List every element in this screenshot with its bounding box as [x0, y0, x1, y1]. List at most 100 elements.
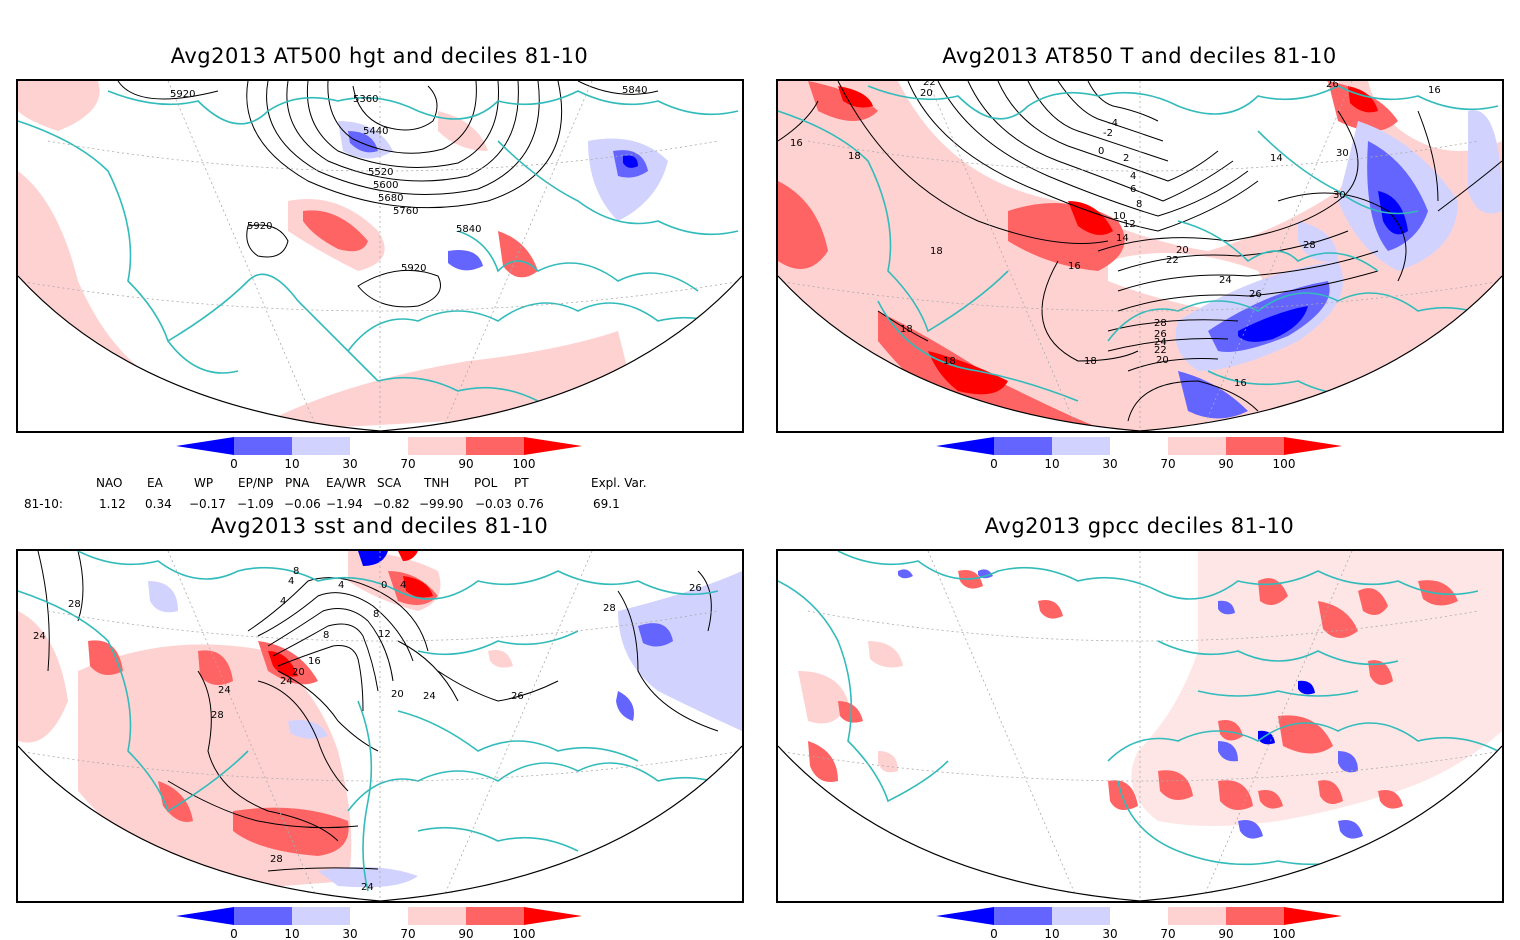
colorbar-swatch	[350, 907, 408, 925]
colorbar-swatch	[524, 437, 582, 455]
contour-label: 24	[218, 685, 231, 696]
contour-label: 5360	[353, 94, 378, 105]
contour-label: 26	[1326, 81, 1339, 90]
map-boundary	[18, 745, 742, 901]
graticule	[167, 81, 319, 431]
coastline	[867, 85, 1499, 120]
contour-label: 5680	[378, 193, 403, 204]
temperature-contour	[1087, 81, 1159, 122]
index-name: PNA	[285, 476, 310, 490]
sst-contour	[167, 780, 359, 829]
temperature-contour	[1041, 260, 1139, 362]
contour-label: 24	[280, 676, 293, 687]
anomaly-shade	[18, 81, 100, 131]
contour-label: 5600	[373, 180, 398, 191]
colorbar-tick-label: 90	[458, 457, 473, 471]
contour-label: 26	[511, 691, 524, 702]
height-contour	[286, 81, 519, 182]
map-boundary	[18, 275, 742, 431]
colorbar-swatch	[292, 437, 350, 455]
anomaly-shade	[1218, 780, 1253, 810]
map-gpcc	[778, 551, 1502, 901]
coastline	[1107, 722, 1499, 762]
colorbar-swatch	[994, 437, 1052, 455]
contour-label: 8	[373, 609, 379, 620]
map-sst: 28 24 8 4 4 0 4 4 8 8 12 16 20 24 28 20 …	[18, 551, 742, 901]
coastline	[837, 551, 1159, 592]
contour-label: 14	[1270, 153, 1283, 164]
contour-label: 28	[1154, 318, 1167, 329]
anomaly-shade	[1468, 110, 1502, 214]
colorbar-t850: 0 10 30 70 90 100	[936, 437, 1342, 471]
index-value: −0.03	[475, 497, 512, 511]
contour-label: 5840	[456, 224, 481, 235]
contour-label: 16	[1428, 85, 1441, 96]
contour-label: 4	[280, 596, 286, 607]
contour-label: 18	[943, 356, 956, 367]
anomaly-shade	[1238, 306, 1308, 342]
coastline	[1197, 690, 1359, 697]
anomaly-shade	[1158, 770, 1193, 800]
contour-label: 4	[338, 580, 344, 591]
anomaly-shade	[638, 623, 673, 647]
coastline	[77, 551, 719, 600]
graticule	[441, 81, 593, 431]
colorbar-swatch	[936, 437, 994, 455]
colorbar-swatch	[292, 907, 350, 925]
index-value: 1.12	[99, 497, 126, 511]
coastline	[778, 580, 949, 803]
sst-contour	[77, 551, 84, 622]
sst-contour	[267, 867, 379, 872]
anomaly-shade	[498, 231, 538, 278]
teleconnection-indices: NAO EA WP EP/NP PNA EA/WR SCA TNH POL PT…	[0, 472, 760, 516]
colorbar-sst: 0 10 30 70 90 100	[176, 907, 582, 940]
contour-label: 28	[211, 710, 224, 721]
anomaly-shade	[1338, 751, 1358, 773]
colorbar-tick-label: 100	[1273, 927, 1296, 940]
temperature-contour	[967, 81, 1234, 202]
anomaly-shade	[1358, 588, 1388, 615]
height-contour	[357, 269, 441, 308]
index-name: WP	[194, 476, 214, 490]
contour-label: -2	[1103, 128, 1113, 139]
index-name: Expl. Var.	[591, 476, 647, 490]
colorbar-swatch	[350, 437, 408, 455]
sst-contour	[257, 592, 414, 662]
panel-title-sst: Avg2013 sst and deciles 81-10	[210, 514, 549, 538]
temperature-contour	[907, 81, 1259, 232]
anomaly-shade	[348, 131, 378, 153]
anomaly-shade	[1038, 600, 1063, 619]
contour-label: 28	[270, 854, 283, 865]
colorbar-tick-label: 0	[990, 457, 998, 471]
coastline	[167, 340, 239, 374]
graticule	[1201, 81, 1353, 431]
coastline	[357, 700, 373, 892]
contour-label: 18	[1084, 356, 1097, 367]
index-value: 69.1	[593, 497, 620, 511]
colorbar-swatch	[408, 437, 466, 455]
anomaly-shade	[1218, 720, 1243, 741]
colorbar-hgt500: 0 10 30 70 90 100	[176, 437, 582, 471]
coastline	[417, 826, 579, 852]
index-value: −0.06	[284, 497, 321, 511]
anomaly-shade	[1218, 600, 1235, 615]
colorbar-swatch	[234, 907, 292, 925]
contour-label: 20	[292, 667, 305, 678]
contour-label: 4	[1130, 171, 1136, 182]
contour-label: 5920	[247, 221, 272, 232]
sst-contour	[277, 670, 379, 752]
colorbar-swatch	[524, 907, 582, 925]
contour-label: -4	[1108, 118, 1118, 129]
contour-label: 0	[381, 580, 387, 591]
colorbar-tick-label: 70	[1160, 457, 1175, 471]
contour-label: 5920	[170, 89, 195, 100]
contour-label: 5440	[363, 126, 388, 137]
contour-label: 24	[423, 691, 436, 702]
contour-label: 24	[361, 882, 374, 893]
temperature-contour	[1107, 338, 1229, 352]
contour-label: 30	[1333, 190, 1346, 201]
index-name: TNH	[424, 476, 450, 490]
contour-label: 24	[1219, 275, 1232, 286]
contour-label: 20	[920, 88, 933, 99]
contour-label: 26	[1154, 329, 1167, 340]
